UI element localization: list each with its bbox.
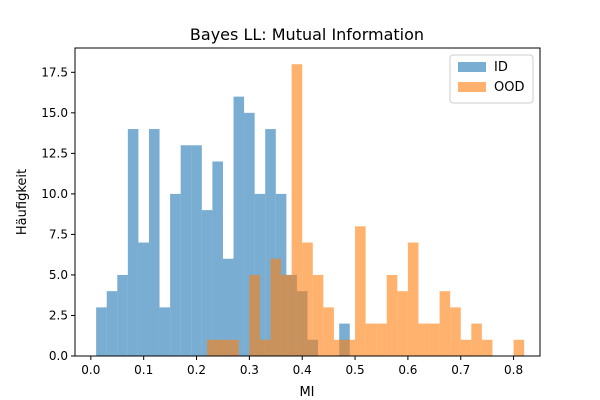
bar-ood-17 <box>397 291 408 356</box>
bar-id-1 <box>106 291 118 356</box>
x-tick-label: 0.7 <box>451 363 470 377</box>
bar-id-5 <box>148 129 160 356</box>
bar-id-14 <box>244 112 255 356</box>
bar-id-16 <box>265 129 276 356</box>
plot-frame <box>74 47 541 357</box>
bar-ood-0 <box>207 339 218 356</box>
bar-ood-10 <box>323 307 334 356</box>
x-axis-ticks: 0.0 0.1 0.2 0.3 0.4 0.5 0.6 0.7 0.8 <box>81 356 523 377</box>
bar-id-12 <box>222 258 234 356</box>
bar-ood-5 <box>270 258 282 356</box>
bar-ood-9 <box>312 274 324 356</box>
bar-id-3 <box>127 129 139 356</box>
y-tick-label: 15.0 <box>41 106 68 120</box>
bar-ood-14 <box>365 323 377 356</box>
bar-ood-24 <box>471 323 482 356</box>
bar-ood-22 <box>450 307 461 356</box>
bar-ood-7 <box>291 64 303 357</box>
y-axis-label: Häufigkeit <box>15 169 30 235</box>
x-tick-label: 0.6 <box>398 363 417 377</box>
x-tick-label: 0.1 <box>134 363 153 377</box>
y-axis-ticks: 0.0 2.5 5.0 7.5 10.0 12.5 15.0 17.5 <box>41 65 75 363</box>
bar-ood-1 <box>217 339 229 356</box>
bar-ood-20 <box>429 323 440 356</box>
x-axis-label: MI <box>299 385 314 400</box>
bar-ood-12 <box>344 339 356 356</box>
bar-ood-19 <box>418 323 430 356</box>
y-tick-label: 5.0 <box>49 268 68 282</box>
bar-ood-13 <box>355 226 366 356</box>
x-tick-label: 0.0 <box>81 363 100 377</box>
bar-ood-16 <box>386 274 398 356</box>
bar-id-9 <box>191 145 202 356</box>
bar-ood-23 <box>460 339 472 356</box>
legend-label-ood: OOD <box>494 80 524 95</box>
bar-ood-21 <box>439 291 451 356</box>
bar-ood-4 <box>259 339 271 356</box>
bar-ood-15 <box>376 323 387 356</box>
legend-label-id: ID <box>494 60 508 75</box>
bar-id-6 <box>159 307 171 356</box>
bar-ood-11 <box>333 339 345 356</box>
bar-ood-25 <box>481 339 493 356</box>
legend: ID OOD <box>449 54 534 104</box>
bar-id-13 <box>233 96 245 356</box>
bar-id-11 <box>212 161 223 356</box>
bar-id-8 <box>180 145 192 356</box>
y-tick-label: 12.5 <box>41 146 68 160</box>
y-tick-label: 2.5 <box>49 308 68 322</box>
bar-ood-2 <box>228 339 239 356</box>
legend-swatch-ood <box>458 82 486 92</box>
x-tick-label: 0.2 <box>187 363 206 377</box>
x-tick-label: 0.5 <box>346 363 365 377</box>
series-ood-bars <box>207 64 525 357</box>
chart-title: Bayes LL: Mutual Information <box>190 25 424 44</box>
bar-ood-8 <box>302 242 313 356</box>
bar-ood-18 <box>407 242 419 356</box>
bar-id-4 <box>138 242 149 356</box>
y-tick-label: 7.5 <box>49 227 68 241</box>
bar-id-0 <box>96 307 107 356</box>
bar-id-10 <box>201 210 213 356</box>
bar-ood-3 <box>249 274 260 356</box>
bar-ood-6 <box>281 274 292 356</box>
bar-id-2 <box>117 274 128 356</box>
x-tick-label: 0.4 <box>293 363 312 377</box>
legend-swatch-id <box>458 62 486 72</box>
y-tick-label: 0.0 <box>49 349 68 363</box>
x-tick-label: 0.3 <box>240 363 259 377</box>
y-tick-label: 17.5 <box>41 65 68 79</box>
bar-id-7 <box>170 193 181 356</box>
bar-ood-26 <box>513 339 525 356</box>
x-tick-label: 0.8 <box>504 363 523 377</box>
y-tick-label: 10.0 <box>41 187 68 201</box>
